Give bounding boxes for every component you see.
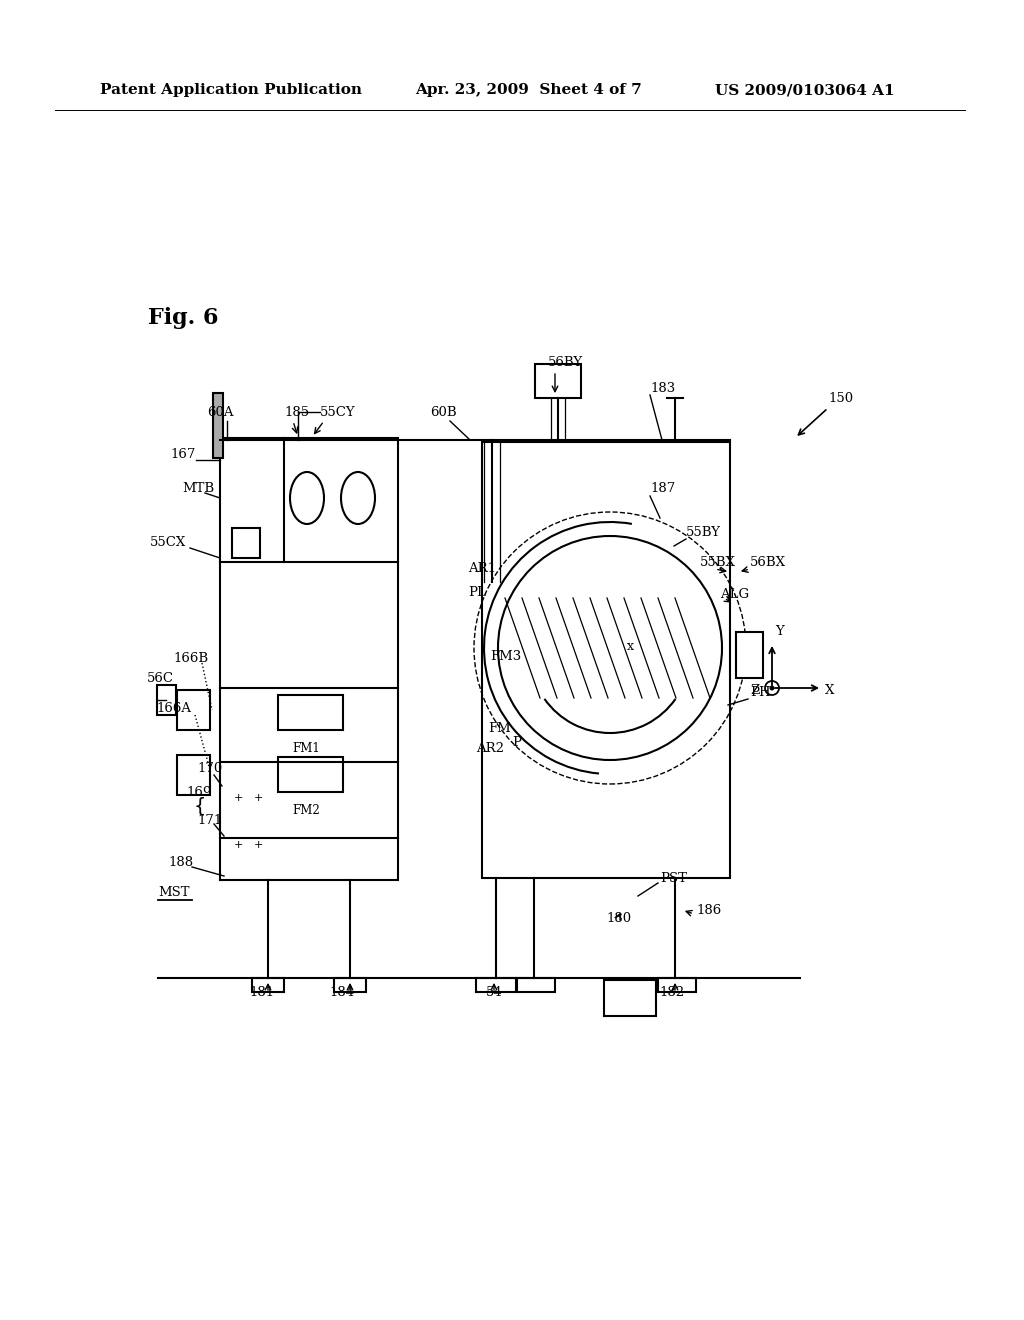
Text: PST: PST [660,871,687,884]
Text: FM2: FM2 [292,804,319,817]
Text: {: { [194,796,207,816]
Text: 56BY: 56BY [548,355,583,368]
Text: 182: 182 [659,986,685,999]
Text: 185: 185 [284,407,309,420]
Text: 183: 183 [650,381,675,395]
Text: 170: 170 [197,762,222,775]
Bar [177,690,210,730]
Text: Patent Application Publication: Patent Application Publication [100,83,362,96]
Text: MTB: MTB [182,482,214,495]
Text: X: X [825,684,835,697]
Text: +: + [253,840,263,850]
Bar [476,978,516,993]
Text: 55BY: 55BY [686,527,721,540]
Text: +: + [233,793,243,803]
Text: 166B: 166B [173,652,208,664]
Bar [535,364,581,399]
Text: 56C: 56C [147,672,174,685]
Text: 54: 54 [485,986,503,999]
Text: 181: 181 [250,986,274,999]
Text: 180: 180 [606,912,631,924]
Text: 55CX: 55CX [150,536,186,549]
Bar [604,979,656,1016]
Bar [278,756,343,792]
Bar [482,442,730,878]
Text: 150: 150 [828,392,853,404]
Bar [278,696,343,730]
Bar [658,978,696,993]
Text: x: x [627,639,634,652]
Circle shape [769,685,774,690]
Text: 166A: 166A [156,701,191,714]
Text: Fig. 6: Fig. 6 [148,308,218,329]
Text: P: P [512,737,521,750]
Bar [177,755,210,795]
Text: 188: 188 [168,857,194,870]
Text: 187: 187 [650,482,675,495]
Bar [157,685,176,715]
Text: PL: PL [468,586,485,599]
Bar [517,978,555,993]
Bar [334,978,366,993]
Text: 169: 169 [186,787,211,800]
Text: Y: Y [775,624,783,638]
Text: 55CY: 55CY [319,407,355,420]
Text: 186: 186 [696,903,721,916]
Text: MST: MST [158,886,189,899]
Bar [220,438,398,880]
Text: US 2009/0103064 A1: US 2009/0103064 A1 [715,83,895,96]
Text: Z: Z [751,684,760,697]
Text: FM3: FM3 [490,649,521,663]
Text: 171: 171 [197,813,222,826]
Text: 56BX: 56BX [750,556,786,569]
Text: 184: 184 [330,986,354,999]
Text: FM: FM [488,722,511,734]
Text: +: + [253,793,263,803]
Text: AR2: AR2 [476,742,504,755]
Bar [252,978,284,993]
Text: Apr. 23, 2009  Sheet 4 of 7: Apr. 23, 2009 Sheet 4 of 7 [415,83,642,96]
Text: FM1: FM1 [292,742,319,755]
Bar [213,393,223,458]
Bar [736,632,763,678]
Text: AR1: AR1 [468,561,496,574]
Text: 60A: 60A [207,407,233,420]
Text: PH: PH [750,686,771,700]
Text: 167: 167 [170,449,196,462]
Text: 60B: 60B [430,407,457,420]
Text: ALG: ALG [720,587,750,601]
Bar [232,528,260,558]
Text: 55BX: 55BX [700,556,736,569]
Text: +: + [233,840,243,850]
